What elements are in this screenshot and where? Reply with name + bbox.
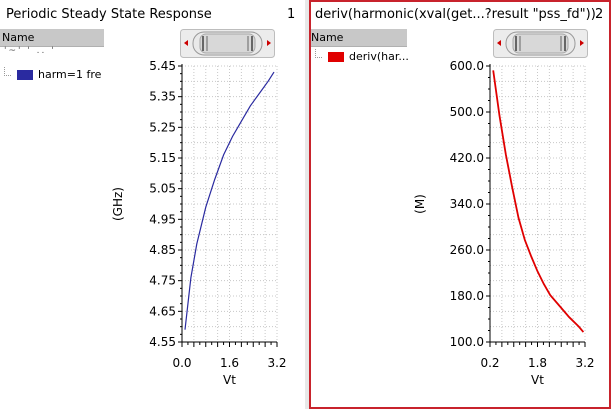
pane-number: 2 — [595, 7, 604, 22]
grid — [489, 65, 586, 343]
x-axis-label: Vt — [223, 373, 236, 387]
y-tick-label: 4.95 — [149, 212, 176, 226]
waveform-pane-1[interactable]: Periodic Steady State Response 1 Name '~… — [0, 0, 305, 409]
y-tick-label: 340.0 — [450, 197, 484, 211]
x-tick-label: 0.2 — [480, 356, 499, 370]
y-tick-label: 4.65 — [149, 304, 176, 318]
legend-panel: Name deriv(har... — [311, 29, 409, 407]
scroll-thumb-icon[interactable] — [180, 29, 275, 58]
series-line — [492, 70, 585, 333]
y-tick-label: 5.45 — [149, 59, 176, 73]
y-tick-label: 100.0 — [450, 335, 484, 349]
tree-connector — [4, 67, 11, 76]
trace-color-swatch — [328, 51, 344, 62]
x-tick-label: 1.6 — [220, 356, 239, 370]
x-tick-label: 3.2 — [575, 356, 594, 370]
pane-title: Periodic Steady State Response — [6, 7, 212, 22]
y-tick-label: 600.0 — [450, 59, 484, 73]
x-axis-label: Vt — [531, 373, 544, 387]
legend-item[interactable]: harm=1 fre — [4, 67, 102, 81]
chart-plot-area[interactable]: 5.45 5.35 5.25 5.15 5.05 4.95 4.85 4.75 4.65 4.55… — [0, 0, 305, 409]
y-tick-label: 180.0 — [450, 289, 484, 303]
scroll-thumb-icon[interactable] — [493, 29, 588, 58]
y-tick-label: 5.35 — [149, 90, 176, 104]
y-tick-label: 4.55 — [149, 335, 176, 349]
pane-title: deriv(harmonic(xval(get...?result "pss_f… — [315, 7, 596, 22]
y-tick-label: 5.05 — [149, 182, 176, 196]
zoom-scroll-control[interactable] — [493, 29, 588, 58]
y-tick-label: 4.75 — [149, 274, 176, 288]
legend-header[interactable]: Name — [311, 29, 407, 47]
legend-item-label: harm=1 fre — [38, 68, 102, 81]
trace-color-swatch — [17, 69, 33, 80]
waveform-pane-2[interactable]: deriv(harmonic(xval(get...?result "pss_f… — [309, 0, 611, 409]
tree-connector — [315, 49, 322, 58]
legend-panel: Name '~' ' .. ' harm=1 fre — [0, 29, 104, 409]
legend-item-label: deriv(har... — [349, 50, 409, 63]
legend-partial-row: '~' ' .. ' — [4, 46, 56, 56]
pane-number: 1 — [287, 7, 296, 22]
x-tick-label: 3.2 — [267, 356, 286, 370]
y-tick-label: 5.25 — [149, 120, 176, 134]
legend-item[interactable]: deriv(har... — [315, 49, 409, 63]
grid — [181, 65, 278, 343]
y-axis-label: (GHz) — [111, 187, 125, 221]
y-tick-label: 260.0 — [450, 243, 484, 257]
legend-header[interactable]: Name — [0, 29, 104, 47]
zoom-scroll-control[interactable] — [180, 29, 275, 58]
x-tick-label: 0.0 — [172, 356, 191, 370]
y-tick-label: 420.0 — [450, 151, 484, 165]
series-line — [184, 71, 275, 330]
x-tick-label: 1.8 — [528, 356, 547, 370]
y-axis-label: (M) — [413, 194, 427, 214]
y-tick-label: 4.85 — [149, 243, 176, 257]
y-tick-label: 5.15 — [149, 151, 176, 165]
chart-plot-area[interactable]: 600.0 500.0 420.0 340.0 260.0 180.0 100.0 0.2 1.… — [311, 2, 609, 407]
y-tick-label: 500.0 — [450, 105, 484, 119]
